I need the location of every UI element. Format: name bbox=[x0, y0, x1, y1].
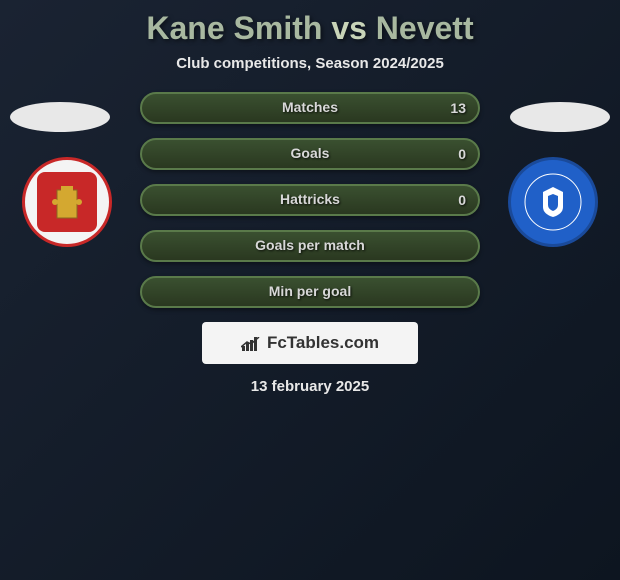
comparison-title: Kane Smith vs Nevett bbox=[0, 0, 620, 47]
player1-photo bbox=[10, 102, 110, 132]
club1-logo bbox=[22, 157, 112, 247]
player2-photo bbox=[510, 102, 610, 132]
brand-text: FcTables.com bbox=[267, 333, 379, 353]
stat-row-min-per-goal: Min per goal bbox=[140, 276, 480, 308]
subtitle: Club competitions, Season 2024/2025 bbox=[0, 55, 620, 72]
stats-container: Matches 13 Goals 0 Hattricks 0 Goals per… bbox=[0, 92, 620, 308]
stat-row-matches: Matches 13 bbox=[140, 92, 480, 124]
player2-name: Nevett bbox=[376, 10, 474, 46]
stat-value-right: 0 bbox=[458, 146, 466, 162]
club2-crest-icon bbox=[523, 172, 583, 232]
crest-icon bbox=[47, 182, 87, 222]
club2-logo bbox=[508, 157, 598, 247]
stats-list: Matches 13 Goals 0 Hattricks 0 Goals per… bbox=[140, 92, 480, 308]
vs-text: vs bbox=[331, 10, 367, 46]
stat-row-hattricks: Hattricks 0 bbox=[140, 184, 480, 216]
stat-label: Min per goal bbox=[142, 283, 478, 299]
date-text: 13 february 2025 bbox=[0, 378, 620, 395]
stat-label: Matches bbox=[142, 99, 478, 115]
stat-label: Goals per match bbox=[142, 237, 478, 253]
club1-crest bbox=[37, 172, 97, 232]
player1-name: Kane Smith bbox=[146, 10, 322, 46]
stat-row-goals-per-match: Goals per match bbox=[140, 230, 480, 262]
stat-value-right: 0 bbox=[458, 192, 466, 208]
brand-chart-icon bbox=[241, 336, 261, 350]
stat-row-goals: Goals 0 bbox=[140, 138, 480, 170]
brand-box: FcTables.com bbox=[202, 322, 418, 364]
stat-value-right: 13 bbox=[450, 100, 466, 116]
stat-label: Goals bbox=[142, 145, 478, 161]
stat-label: Hattricks bbox=[142, 191, 478, 207]
